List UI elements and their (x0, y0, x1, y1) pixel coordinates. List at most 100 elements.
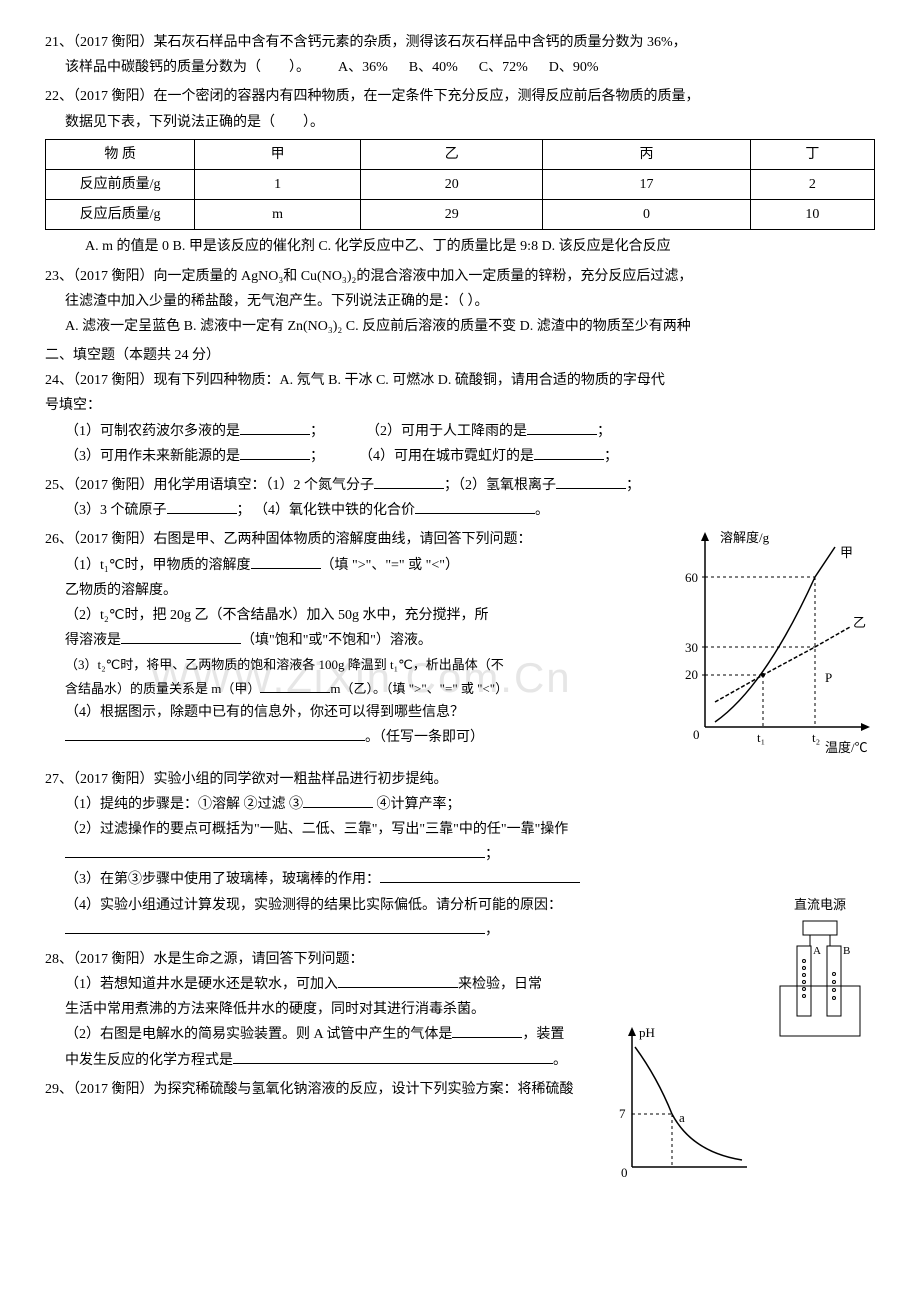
q24-line2: 号填空： (45, 393, 875, 418)
blank (452, 1022, 522, 1038)
q27-s3: （3）在第③步骤中使用了玻璃棒，玻璃棒的作用： (65, 867, 875, 892)
q22-line2: 数据见下表，下列说法正确的是（ ）。 (45, 110, 875, 135)
dc-source-label: 直流电源 (765, 893, 875, 916)
q27-s1a: （1）提纯的步骤是：①溶解 ②过滤 ③ (65, 797, 303, 812)
q27-s1: （1）提纯的步骤是：①溶解 ②过滤 ③ ④计算产率； (65, 792, 875, 817)
q25-prefix: 25、（2017 衡阳）用化学用语填空：（1）2 个氮气分子 (45, 478, 374, 493)
q25-s3b: ； （4）氧化铁中铁的化合价 (237, 503, 416, 518)
cell: 2 (750, 169, 874, 199)
q21-options-line: 该样品中碳酸钙的质量分数为（ ）。 A、36% B、40% C、72% D、90… (45, 55, 875, 80)
blank (380, 867, 580, 883)
ylabel: 溶解度/g (720, 530, 770, 545)
q26-s1b: （填 ">"、"=" 或 "<"） (321, 558, 459, 573)
electrolysis-svg: A B (765, 916, 875, 1046)
cell: 反应前质量/g (46, 169, 195, 199)
section-2-title: 二、填空题（本题共 24 分） (45, 343, 875, 368)
q26-s2c: （填"饱和"或"不饱和"）溶液。 (241, 633, 432, 648)
q25-s3c: 。 (535, 503, 549, 518)
q22-line2b: ）。 (303, 115, 324, 130)
ph-chart: pH 7 a 0 (607, 1022, 757, 1191)
q26-s4b: 。（任写一条即可） (365, 730, 484, 745)
series-jia: 甲 (840, 545, 853, 560)
cell: 物 质 (46, 139, 195, 169)
q27-s3a: （3）在第③步骤中使用了玻璃棒，玻璃棒的作用： (65, 872, 380, 887)
xtick-t2: t₂ (812, 730, 820, 745)
q28-s1b: 来检验，日常 (458, 977, 542, 992)
q27-s2-blank: ； (65, 842, 875, 867)
ph-zero: 0 (621, 1165, 628, 1180)
cell: 29 (361, 200, 543, 230)
q21-opt-d: D、90% (549, 60, 599, 75)
q24-s1a: （1）可制农药波尔多液的是 (65, 424, 240, 439)
q24-sub-row2: （3）可用作未来新能源的是； （4）可用在城市霓虹灯的是； (65, 444, 875, 469)
cell: 17 (543, 169, 750, 199)
q28-s2c: 中发生反应的化学方程式是 (65, 1053, 233, 1068)
solubility-svg: 60 30 20 0 t₁ t₂ 甲 (675, 527, 875, 757)
blank (233, 1048, 553, 1064)
ytick-30: 30 (685, 640, 698, 655)
q28-s2a: （2）右图是电解水的简易实验装置。则 A 试管中产生的气体是 (65, 1027, 452, 1042)
question-24: 24、（2017 衡阳）现有下列四种物质：A. 氖气 B. 干冰 C. 可燃冰 … (45, 368, 875, 469)
q26-s3b: 含结晶水）的质量关系是 m（甲） (65, 681, 260, 696)
blank (338, 972, 458, 988)
q24-s4b: ； (604, 449, 618, 464)
xtick-t1: t₁ (757, 730, 765, 745)
q21-stem-2b: ）。 (289, 60, 310, 75)
ph-point-a: a (679, 1110, 685, 1125)
q26-s1a: （1）t₁℃时，甲物质的溶解度 (65, 558, 251, 573)
solubility-chart: 60 30 20 0 t₁ t₂ 甲 (675, 527, 875, 766)
question-27: 27、（2017 衡阳）实验小组的同学欲对一粗盐样品进行初步提纯。 （1）提纯的… (45, 767, 875, 943)
table-row: 物 质 甲 乙 丙 丁 (46, 139, 875, 169)
q27-line1: 27、（2017 衡阳）实验小组的同学欲对一粗盐样品进行初步提纯。 (45, 767, 875, 792)
cell: 20 (361, 169, 543, 199)
cell: 反应后质量/g (46, 200, 195, 230)
q22-table: 物 质 甲 乙 丙 丁 反应前质量/g 1 20 17 2 反应后质量/g m … (45, 139, 875, 231)
ph-svg: pH 7 a 0 (607, 1022, 757, 1182)
ph-axis-label: pH (639, 1025, 655, 1040)
q27-s4: （4）实验小组通过计算发现，实验测得的结果比实际偏低。请分析可能的原因： (65, 893, 875, 918)
tube-b-label: B (843, 945, 850, 957)
q28-s1-line: （1）若想知道井水是硬水还是软水，可加入来检验，日常 (65, 972, 875, 997)
q25-mid1: ；（2）氢氧根离子 (444, 478, 556, 493)
cell: 0 (543, 200, 750, 230)
question-26: 60 30 20 0 t₁ t₂ 甲 (45, 527, 875, 750)
q23-options: A. 滤液一定呈蓝色 B. 滤液中一定有 Zn(NO₃)₂ C. 反应前后溶液的… (45, 314, 875, 339)
q24-sub-row1: （1）可制农药波尔多液的是； （2）可用于人工降雨的是； (65, 419, 875, 444)
table-row: 反应前质量/g 1 20 17 2 (46, 169, 875, 199)
cell: 10 (750, 200, 874, 230)
blank (374, 473, 444, 489)
q25-s3a: （3）3 个硫原子 (65, 503, 167, 518)
cell: 丁 (750, 139, 874, 169)
question-21: 21、（2017 衡阳）某石灰石样品中含有不含钙元素的杂质，测得该石灰石样品中含… (45, 30, 875, 80)
cell: 1 (195, 169, 361, 199)
electrolysis-diagram: 直流电源 A (765, 893, 875, 1056)
blank (260, 677, 330, 693)
q21-opt-b: B、40% (409, 60, 458, 75)
blank (527, 419, 597, 435)
blank (65, 918, 485, 934)
blank (251, 553, 321, 569)
q27-s4b: ， (485, 923, 499, 938)
cell: 丙 (543, 139, 750, 169)
cell: 甲 (195, 139, 361, 169)
q28-s1c: 生活中常用煮沸的方法来降低井水的硬度，同时对其进行消毒杀菌。 (45, 997, 875, 1022)
blank (121, 628, 241, 644)
blank (556, 473, 626, 489)
q24-s2a: （2）可用于人工降雨的是 (366, 424, 527, 439)
blank (65, 842, 485, 858)
blank (415, 498, 535, 514)
q24-s3b: ； (310, 449, 324, 464)
q22-line1: 22、（2017 衡阳）在一个密闭的容器内有四种物质，在一定条件下充分反应，测得… (45, 84, 875, 109)
blank (240, 444, 310, 460)
q23-line2: 往滤渣中加入少量的稀盐酸，无气泡产生。下列说法正确的是：（ ）。 (45, 289, 875, 314)
q24-s3a: （3）可用作未来新能源的是 (65, 449, 240, 464)
q21-text: 21、（2017 衡阳）某石灰石样品中含有不含钙元素的杂质，测得该石灰石样品中含… (45, 30, 875, 55)
series-yi: 乙 (853, 615, 866, 630)
table-row: 反应后质量/g m 29 0 10 (46, 200, 875, 230)
q28-s2d: 。 (553, 1053, 567, 1068)
cell: 乙 (361, 139, 543, 169)
q27-s2: （2）过滤操作的要点可概括为"一贴、二低、三靠"，写出"三靠"中的任"一靠"操作 (65, 817, 875, 842)
blank (303, 792, 373, 808)
q21-stem-2a: 该样品中碳酸钙的质量分数为（ (65, 60, 261, 75)
q23-line1: 23、（2017 衡阳）向一定质量的 AgNO₃和 Cu(NO₃)₂的混合溶液中… (45, 264, 875, 289)
